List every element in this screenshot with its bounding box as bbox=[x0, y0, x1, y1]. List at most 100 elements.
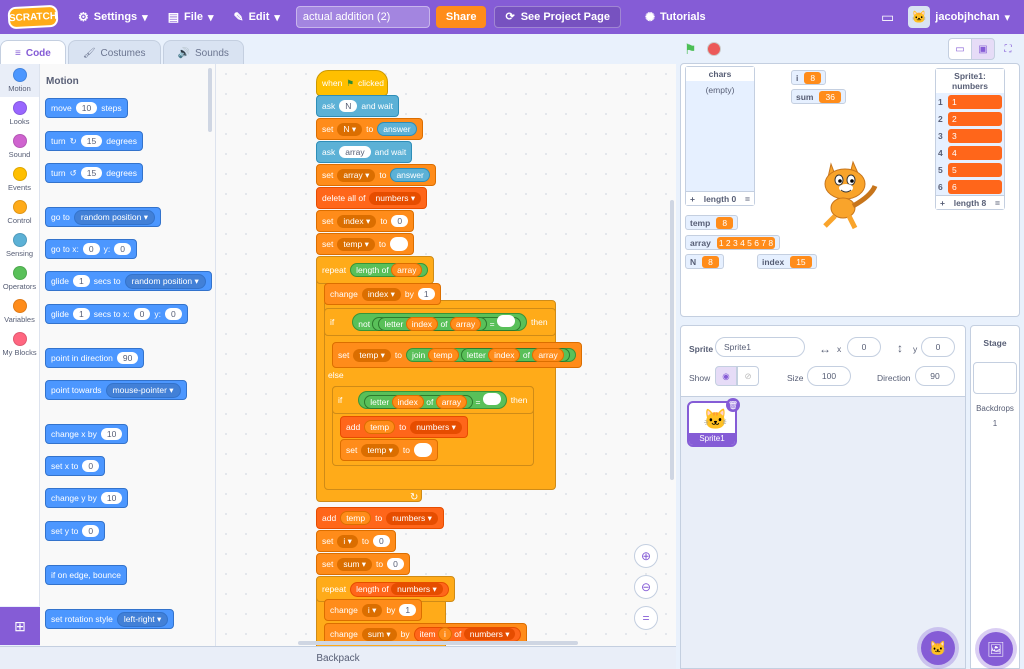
list-dropdown[interactable]: numbers ▾ bbox=[369, 191, 422, 205]
point-towards-block[interactable]: point towards mouse-pointer ▾ bbox=[45, 380, 187, 400]
account-menu[interactable]: 🐱 jacobjhchan ▾ bbox=[908, 6, 1010, 28]
category-variables[interactable]: Variables bbox=[0, 295, 39, 328]
set-i-block[interactable]: set i ▾ to 0 bbox=[316, 530, 396, 552]
set-sum-block[interactable]: set sum ▾ to 0 bbox=[316, 553, 410, 575]
list-item-value[interactable]: 5 bbox=[948, 162, 1002, 177]
target-dropdown[interactable]: random position ▾ bbox=[124, 273, 206, 289]
list-dropdown[interactable]: numbers ▾ bbox=[463, 627, 516, 640]
category-operators[interactable]: Operators bbox=[0, 262, 39, 295]
move-steps-block[interactable]: move 10 steps bbox=[45, 98, 128, 118]
variable-dropdown[interactable]: i ▾ bbox=[361, 603, 383, 617]
resize-icon[interactable]: = bbox=[745, 193, 750, 204]
letter-of-reporter[interactable]: letter index of array bbox=[460, 348, 570, 362]
variable-dropdown[interactable]: temp ▾ bbox=[353, 348, 391, 362]
variable-dropdown[interactable]: sum ▾ bbox=[361, 627, 397, 641]
variable-dropdown[interactable]: index ▾ bbox=[361, 287, 401, 301]
sprite-name-input[interactable]: Sprite1 bbox=[715, 337, 805, 357]
choose-backdrop-button[interactable]: 🖼 bbox=[979, 632, 1013, 666]
rotation-style-block[interactable]: set rotation style left-right ▾ bbox=[45, 609, 175, 629]
delete-sprite-icon[interactable]: 🗑 bbox=[726, 398, 740, 412]
target-dropdown[interactable]: mouse-pointer ▾ bbox=[105, 382, 181, 398]
change-y-block[interactable]: change y by 10 bbox=[45, 488, 129, 508]
value-input[interactable] bbox=[389, 237, 408, 251]
change-i-block[interactable]: change i ▾ by 1 bbox=[324, 599, 423, 621]
edit-menu[interactable]: ✎ Edit ▾ bbox=[224, 0, 290, 34]
tab-sounds[interactable]: 🔊 Sounds bbox=[162, 40, 244, 65]
array-reporter[interactable]: array bbox=[391, 263, 423, 277]
list-item-value[interactable]: 2 bbox=[948, 111, 1002, 126]
backpack-bar[interactable]: Backpack bbox=[0, 646, 676, 669]
value-input[interactable]: 0 bbox=[387, 558, 404, 570]
variable-dropdown[interactable]: N ▾ bbox=[337, 122, 363, 136]
scratch-logo[interactable]: SCRATCH bbox=[7, 4, 59, 30]
list-item-value[interactable]: 6 bbox=[948, 179, 1002, 194]
set-array-block[interactable]: set array ▾ to answer bbox=[316, 164, 436, 186]
secs-input[interactable]: 1 bbox=[72, 308, 90, 320]
tab-code[interactable]: ≡ Code bbox=[0, 40, 66, 65]
change-index-block[interactable]: change index ▾ by 1 bbox=[324, 283, 441, 305]
index-reporter[interactable]: index bbox=[488, 348, 521, 362]
steps-input[interactable]: 10 bbox=[75, 102, 98, 114]
project-title-input[interactable]: actual addition (2) bbox=[295, 6, 430, 28]
set-index-block[interactable]: set index ▾ to 0 bbox=[316, 210, 415, 232]
ask-array-block[interactable]: ask array and wait bbox=[316, 141, 413, 163]
degrees-input[interactable]: 15 bbox=[80, 167, 103, 179]
resize-icon[interactable]: = bbox=[995, 197, 1000, 208]
index-reporter[interactable]: index bbox=[391, 395, 424, 409]
repeat-length-block[interactable]: repeat length of numbers ▾ bbox=[316, 576, 455, 602]
variable-dropdown[interactable]: i ▾ bbox=[337, 534, 358, 548]
palette-scrollbar[interactable] bbox=[208, 68, 212, 132]
set-temp-block[interactable]: set temp ▾ to bbox=[316, 233, 414, 255]
zoom-in-button[interactable]: ⊕ bbox=[634, 544, 658, 568]
category-sensing[interactable]: Sensing bbox=[0, 229, 39, 262]
workspace-horizontal-scrollbar[interactable] bbox=[298, 641, 578, 645]
green-flag-icon[interactable]: ⚑ bbox=[684, 41, 697, 57]
point-in-direction-block[interactable]: point in direction 90 bbox=[45, 348, 145, 368]
set-n-block[interactable]: set N ▾ to answer bbox=[316, 118, 423, 140]
repeat-block[interactable]: repeat length of array bbox=[316, 256, 435, 284]
category-sound[interactable]: Sound bbox=[0, 130, 39, 163]
zoom-reset-button[interactable]: = bbox=[634, 606, 658, 630]
variable-dropdown[interactable]: sum ▾ bbox=[337, 557, 373, 571]
value-input[interactable]: 0 bbox=[82, 460, 100, 472]
variable-dropdown[interactable]: index ▾ bbox=[337, 214, 377, 228]
list-dropdown[interactable]: numbers ▾ bbox=[391, 582, 443, 595]
question-input[interactable]: array bbox=[339, 146, 371, 158]
answer-reporter[interactable]: answer bbox=[377, 122, 417, 136]
value-input[interactable] bbox=[413, 443, 432, 457]
list-item-value[interactable]: 1 bbox=[948, 94, 1002, 109]
y-position-input[interactable]: 0 bbox=[921, 337, 955, 357]
value-input[interactable]: 0 bbox=[372, 535, 390, 547]
y-input[interactable]: 0 bbox=[164, 308, 182, 320]
add-item-icon[interactable]: + bbox=[940, 197, 945, 208]
bounce-block[interactable]: if on edge, bounce bbox=[45, 565, 127, 585]
target-dropdown[interactable]: random position ▾ bbox=[73, 209, 156, 225]
secs-input[interactable]: 1 bbox=[72, 275, 90, 287]
if-else-block[interactable]: if not letter index of array = then bbox=[324, 308, 556, 336]
set-y-block[interactable]: set y to 0 bbox=[45, 521, 106, 541]
set-temp-join-block[interactable]: set temp ▾ to join temp letter index of arr… bbox=[332, 342, 582, 368]
file-menu[interactable]: ▤ File ▾ bbox=[158, 0, 224, 34]
y-input[interactable]: 0 bbox=[114, 243, 131, 255]
join-operator[interactable]: join temp letter index of array bbox=[405, 348, 576, 362]
value-input[interactable]: 1 bbox=[399, 604, 417, 616]
letter-of-reporter[interactable]: letter index of array bbox=[378, 317, 488, 331]
x-input[interactable]: 0 bbox=[133, 308, 151, 320]
value-input[interactable]: 0 bbox=[82, 525, 100, 537]
array-reporter[interactable]: array bbox=[532, 348, 564, 362]
change-x-block[interactable]: change x by 10 bbox=[45, 424, 129, 444]
share-button[interactable]: Share bbox=[435, 6, 487, 28]
tutorials-button[interactable]: ✺ Tutorials bbox=[635, 0, 716, 34]
turn-left-block[interactable]: turn ↺ 15 degrees bbox=[45, 163, 143, 183]
turn-right-block[interactable]: turn ↻ 15 degrees bbox=[45, 131, 143, 151]
temp-reporter[interactable]: temp bbox=[427, 348, 459, 362]
temp-reporter[interactable]: temp bbox=[340, 511, 372, 525]
when-flag-clicked-block[interactable]: when ⚑ clicked bbox=[316, 70, 388, 96]
list-item-value[interactable]: 4 bbox=[948, 145, 1002, 160]
delete-all-block[interactable]: delete all of numbers ▾ bbox=[316, 187, 428, 209]
value-input[interactable] bbox=[482, 393, 501, 405]
category-control[interactable]: Control bbox=[0, 196, 39, 229]
length-of-list-reporter[interactable]: length of numbers ▾ bbox=[350, 581, 449, 597]
variable-dropdown[interactable]: temp ▾ bbox=[337, 237, 375, 251]
